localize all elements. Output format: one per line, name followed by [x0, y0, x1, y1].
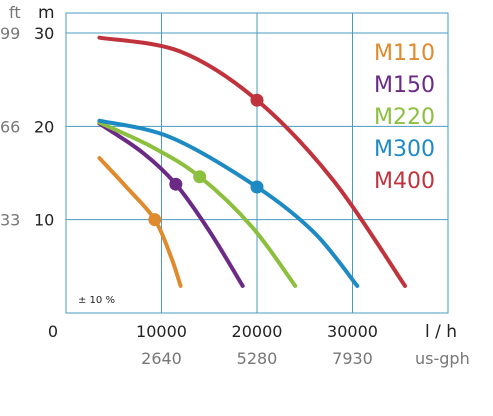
legend-m300: M300 — [374, 137, 435, 162]
marker-m150 — [169, 177, 183, 191]
x2-unit-usgph: us-gph — [415, 349, 470, 368]
curve-m220 — [97, 120, 298, 288]
x2-tick-1: 5280 — [237, 349, 278, 368]
marker-m220 — [193, 170, 207, 184]
y-tick-ft-1: 66 — [0, 117, 20, 136]
y-tick-m-2: 30 — [34, 24, 54, 43]
curve-m400 — [97, 35, 408, 288]
x-tick-1: 10000 — [136, 322, 187, 341]
legend-m400: M400 — [374, 169, 435, 194]
x2-tick-2: 7930 — [332, 349, 373, 368]
curves — [97, 35, 408, 288]
y-unit-ft: ft — [9, 3, 21, 22]
x-unit-lh: l / h — [425, 322, 457, 342]
markers — [148, 93, 264, 227]
tolerance-note: ± 10 % — [78, 295, 115, 306]
y-tick-m-0: 10 — [34, 211, 54, 230]
y-tick-ft-0: 33 — [0, 211, 20, 230]
y-tick-ft-2: 99 — [0, 24, 20, 43]
legend: M110 M150 M220 M300 M400 — [374, 41, 435, 194]
legend-m110: M110 — [374, 41, 435, 66]
x-tick-3: 30000 — [327, 322, 378, 341]
y-unit-m: m — [38, 3, 55, 23]
marker-m110 — [148, 213, 162, 227]
marker-m400 — [250, 93, 264, 107]
x-tick-0: 0 — [48, 322, 58, 341]
x2-tick-0: 2640 — [141, 349, 182, 368]
legend-m220: M220 — [374, 105, 435, 130]
legend-m150: M150 — [374, 73, 435, 98]
x-tick-2: 20000 — [232, 322, 283, 341]
labels: ft m l / h us-gph ± 10 % 33 66 99 10 20 30 0 10… — [0, 3, 470, 368]
y-tick-m-1: 20 — [34, 117, 54, 136]
marker-m300 — [250, 180, 264, 194]
